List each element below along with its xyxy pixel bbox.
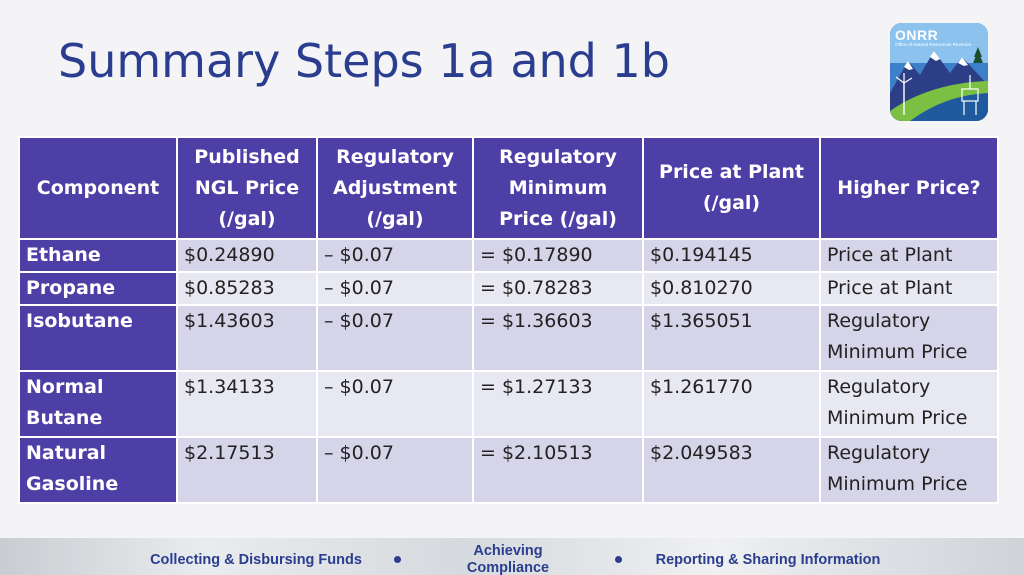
table-row: Isobutane $1.43603 – $0.07 = $1.36603 $1… xyxy=(18,304,999,372)
slide-title: Summary Steps 1a and 1b xyxy=(58,34,670,88)
cell-plant: $2.049583 xyxy=(642,436,821,504)
cell-higher: Regulatory Minimum Price xyxy=(819,436,999,504)
footer-achieving-compliance: Achieving Compliance xyxy=(466,543,550,575)
cell-adjustment: – $0.07 xyxy=(316,370,474,438)
summary-table: Component Published NGL Price (/gal) Reg… xyxy=(18,136,999,504)
cell-component: Isobutane xyxy=(18,304,178,372)
cell-higher: Regulatory Minimum Price xyxy=(819,304,999,372)
table-header-row: Component Published NGL Price (/gal) Reg… xyxy=(18,136,999,240)
cell-component: Natural Gasoline xyxy=(18,436,178,504)
table-row: Ethane $0.24890 – $0.07 = $0.17890 $0.19… xyxy=(18,238,999,273)
cell-published: $0.85283 xyxy=(176,271,318,306)
cell-minimum: = $1.36603 xyxy=(472,304,644,372)
cell-adjustment: – $0.07 xyxy=(316,304,474,372)
header-component: Component xyxy=(18,136,178,240)
cell-published: $2.17513 xyxy=(176,436,318,504)
footer-bar: Collecting & Disbursing Funds Achieving … xyxy=(0,538,1024,575)
cell-component: Propane xyxy=(18,271,178,306)
footer-dot-icon xyxy=(615,556,622,563)
footer-collecting-disbursing: Collecting & Disbursing Funds xyxy=(150,552,362,568)
cell-component: Normal Butane xyxy=(18,370,178,438)
cell-higher: Price at Plant xyxy=(819,271,999,306)
cell-published: $1.34133 xyxy=(176,370,318,438)
cell-adjustment: – $0.07 xyxy=(316,436,474,504)
cell-higher: Regulatory Minimum Price xyxy=(819,370,999,438)
footer-reporting-sharing: Reporting & Sharing Information xyxy=(655,552,881,568)
cell-minimum: = $0.17890 xyxy=(472,238,644,273)
header-published-price: Published NGL Price (/gal) xyxy=(176,136,318,240)
onrr-logo: ONRR Office of Natural Resources Revenue xyxy=(890,23,988,121)
cell-plant: $1.261770 xyxy=(642,370,821,438)
cell-minimum: = $0.78283 xyxy=(472,271,644,306)
logo-subtitle: Office of Natural Resources Revenue xyxy=(895,42,972,47)
header-regulatory-minimum: Regulatory Minimum Price (/gal) xyxy=(472,136,644,240)
cell-minimum: = $1.27133 xyxy=(472,370,644,438)
table-row: Natural Gasoline $2.17513 – $0.07 = $2.1… xyxy=(18,436,999,504)
header-higher-price: Higher Price? xyxy=(819,136,999,240)
footer-dot-icon xyxy=(394,556,401,563)
cell-higher: Price at Plant xyxy=(819,238,999,273)
cell-plant: $1.365051 xyxy=(642,304,821,372)
cell-minimum: = $2.10513 xyxy=(472,436,644,504)
header-regulatory-adjustment: Regulatory Adjustment (/gal) xyxy=(316,136,474,240)
cell-adjustment: – $0.07 xyxy=(316,238,474,273)
cell-published: $0.24890 xyxy=(176,238,318,273)
cell-component: Ethane xyxy=(18,238,178,273)
table-row: Propane $0.85283 – $0.07 = $0.78283 $0.8… xyxy=(18,271,999,306)
header-price-at-plant: Price at Plant (/gal) xyxy=(642,136,821,240)
logo-landscape-icon xyxy=(890,23,988,121)
table-row: Normal Butane $1.34133 – $0.07 = $1.2713… xyxy=(18,370,999,438)
cell-published: $1.43603 xyxy=(176,304,318,372)
cell-plant: $0.810270 xyxy=(642,271,821,306)
logo-name: ONRR xyxy=(895,27,939,43)
cell-plant: $0.194145 xyxy=(642,238,821,273)
cell-adjustment: – $0.07 xyxy=(316,271,474,306)
